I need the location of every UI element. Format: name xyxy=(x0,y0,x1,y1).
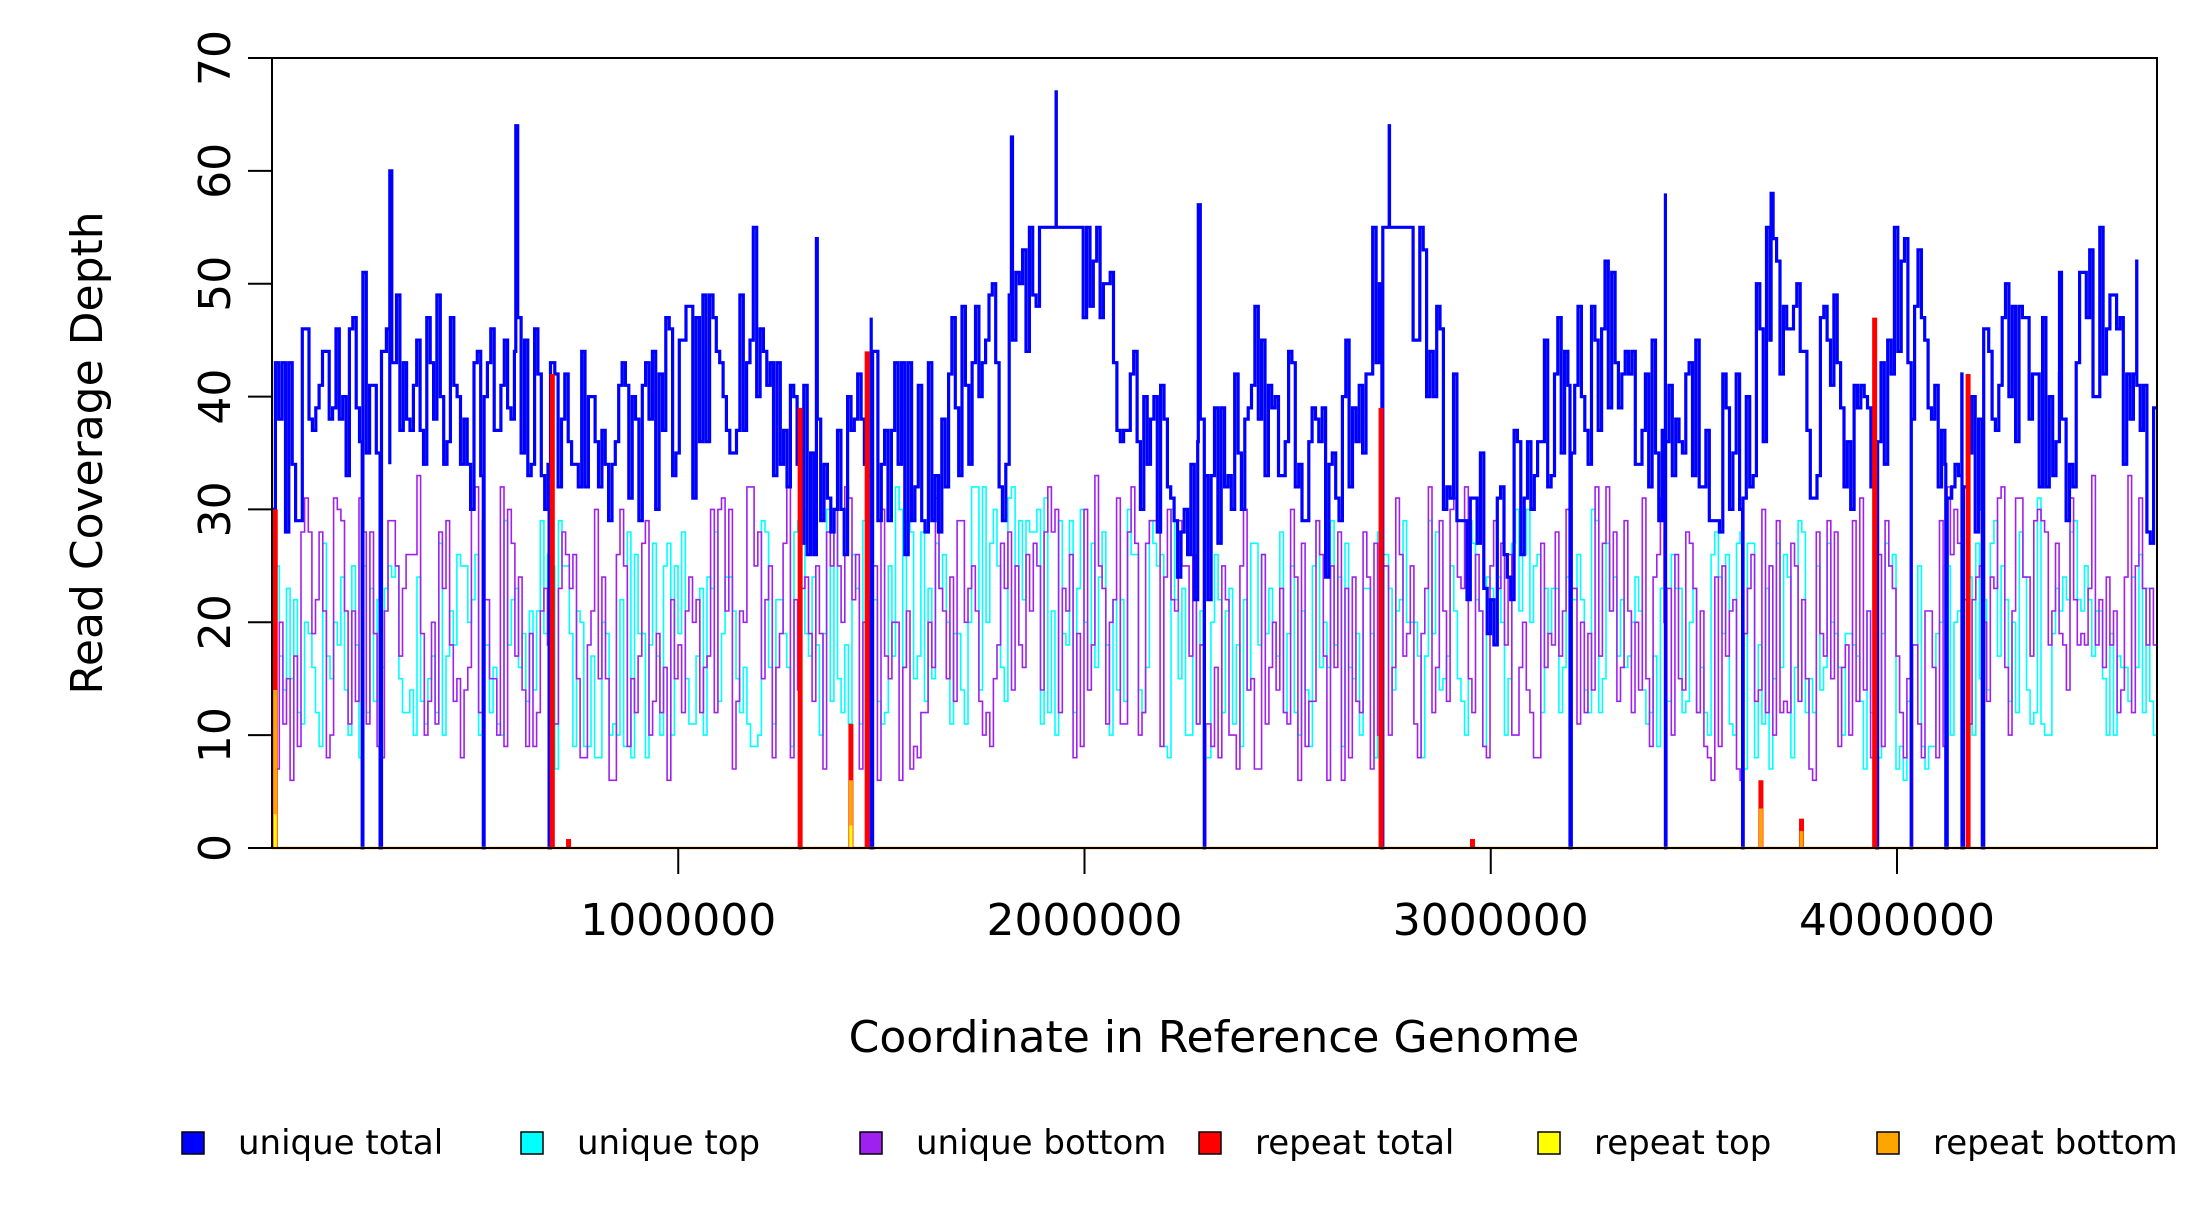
legend-item: repeat bottom xyxy=(1876,1123,2178,1163)
legend-swatch xyxy=(1876,1131,1900,1155)
legend-label: unique top xyxy=(577,1123,760,1163)
y-axis: 0 10 20 30 40 50 60 70 xyxy=(190,30,273,862)
x-tick-label: 4000000 xyxy=(1799,895,1995,946)
x-tick-label: 1000000 xyxy=(580,895,776,946)
x-tick-label: 2000000 xyxy=(987,895,1183,946)
unique-total-series xyxy=(272,90,2157,850)
legend-swatch xyxy=(859,1131,883,1155)
legend-item: unique total xyxy=(181,1123,443,1163)
series-layer xyxy=(272,90,2157,850)
legend: unique total unique top unique bottom repea… xyxy=(181,1123,2178,1163)
legend-item: repeat total xyxy=(1198,1123,1454,1163)
y-tick-label: 0 xyxy=(190,834,241,862)
legend-label: repeat top xyxy=(1594,1123,1771,1163)
x-axis-title: Coordinate in Reference Genome xyxy=(849,1012,1580,1063)
y-tick-label: 50 xyxy=(190,256,241,312)
legend-item: unique top xyxy=(520,1123,760,1163)
legend-label: repeat bottom xyxy=(1933,1123,2178,1163)
legend-swatch xyxy=(1537,1131,1561,1155)
unique-bottom-series xyxy=(272,474,2157,849)
legend-label: unique total xyxy=(238,1123,443,1163)
y-tick-label: 70 xyxy=(190,30,241,86)
legend-label: repeat total xyxy=(1255,1123,1454,1163)
y-axis-title: Read Coverage Depth xyxy=(62,211,113,694)
legend-label: unique bottom xyxy=(916,1123,1166,1163)
legend-item: repeat top xyxy=(1537,1123,1771,1163)
y-tick-label: 30 xyxy=(190,481,241,537)
y-tick-label: 60 xyxy=(190,143,241,199)
y-tick-label: 20 xyxy=(190,594,241,650)
x-tick-label: 3000000 xyxy=(1393,895,1589,946)
legend-swatch xyxy=(181,1131,205,1155)
y-tick-label: 40 xyxy=(190,369,241,425)
legend-swatch xyxy=(520,1131,544,1155)
legend-item: unique bottom xyxy=(859,1123,1166,1163)
y-tick-label: 10 xyxy=(190,707,241,763)
legend-swatch xyxy=(1198,1131,1222,1155)
x-axis: 1000000 2000000 3000000 4000000 xyxy=(580,847,1995,946)
